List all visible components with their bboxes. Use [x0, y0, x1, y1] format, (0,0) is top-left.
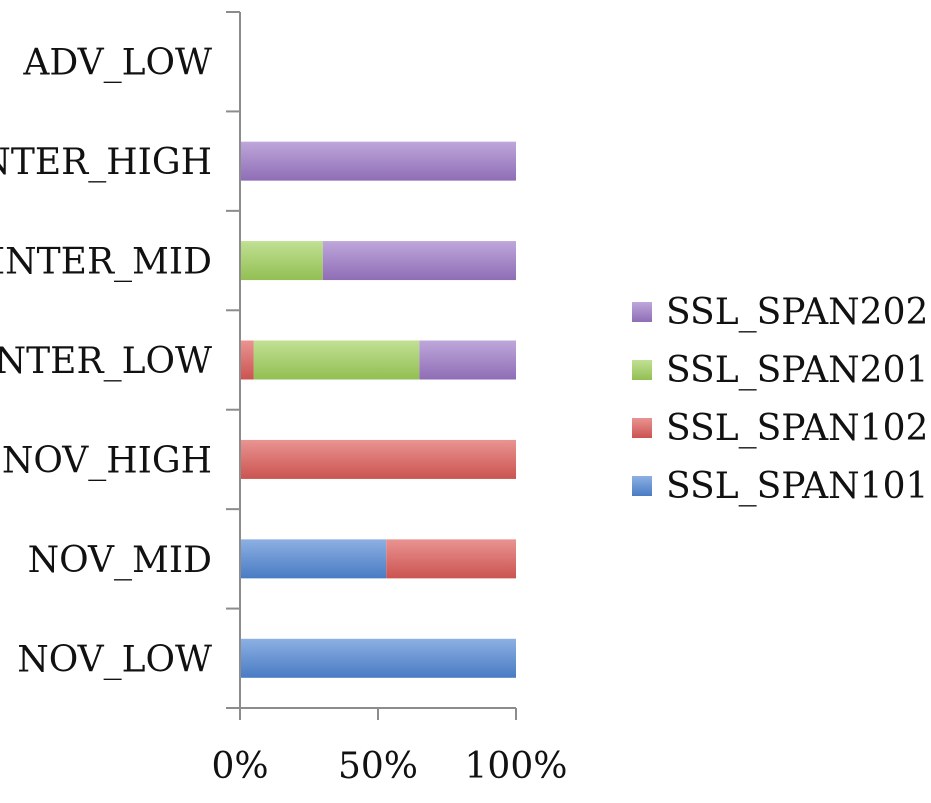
- bar-inter-high-ssl-span202: [240, 141, 516, 181]
- bar-nov-high-ssl-span102: [240, 439, 516, 479]
- y-tick-label: INTER_LOW: [0, 341, 212, 382]
- legend: SSL_SPAN202 SSL_SPAN201 SSL_SPAN102 SSL_SPA…: [632, 292, 928, 507]
- legend-label: SSL_SPAN102: [666, 408, 928, 449]
- legend-item: SSL_SPAN201: [632, 350, 928, 391]
- bar-inter-low-ssl-span202: [419, 340, 516, 380]
- y-tick-label: INTER_MID: [0, 242, 212, 283]
- bar-inter-mid-ssl-span201: [240, 241, 323, 281]
- bar-nov-mid-ssl-span101: [240, 539, 387, 579]
- bar-nov-mid-ssl-span102: [386, 539, 516, 579]
- legend-item: SSL_SPAN102: [632, 408, 928, 449]
- x-tick-label: 100%: [465, 746, 568, 787]
- legend-label: SSL_SPAN202: [666, 292, 928, 333]
- legend-item: SSL_SPAN101: [632, 466, 928, 507]
- bar-inter-low-ssl-span102: [240, 340, 254, 380]
- legend-label: SSL_SPAN201: [666, 350, 928, 391]
- bar-inter-low-ssl-span201: [253, 340, 420, 380]
- legend-swatch: [632, 418, 652, 438]
- legend-swatch: [632, 302, 652, 322]
- x-tick-labels: 0% 50% 100%: [211, 746, 567, 787]
- bar-nov-low-ssl-span101: [240, 638, 516, 678]
- y-tick-label: NOV_MID: [28, 540, 212, 581]
- y-tick-label: NOV_HIGH: [2, 440, 212, 481]
- legend-label: SSL_SPAN101: [666, 466, 928, 507]
- y-tick-label: ADV_LOW: [22, 43, 212, 84]
- legend-item: SSL_SPAN202: [632, 292, 928, 333]
- y-tick-label: INTER_HIGH: [0, 142, 212, 183]
- bars-group: [240, 141, 516, 678]
- y-tick-labels: NOV_LOW NOV_MID NOV_HIGH INTER_LOW INTER_MID…: [0, 43, 212, 681]
- y-tick-label: NOV_LOW: [17, 639, 212, 680]
- axes-group: [226, 11, 517, 720]
- bar-inter-mid-ssl-span202: [322, 241, 516, 281]
- x-tick-label: 0%: [211, 746, 268, 787]
- legend-swatch: [632, 476, 652, 496]
- x-tick-label: 50%: [338, 746, 418, 787]
- legend-swatch: [632, 360, 652, 380]
